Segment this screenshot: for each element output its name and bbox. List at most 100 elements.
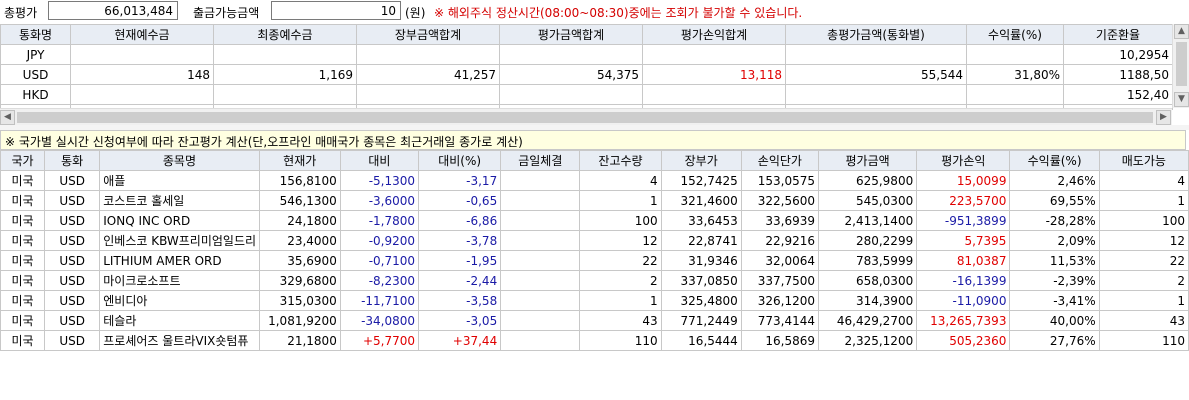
holding-cell-sellable: 22 <box>1098 250 1189 271</box>
holdings-col-header[interactable]: 잔고수량 <box>579 150 662 171</box>
holding-cell-ret: -28,28% <box>1009 210 1100 231</box>
holdings-col-header[interactable]: 평가손익 <box>916 150 1011 171</box>
currency-cell-currency: JPY <box>0 44 71 65</box>
holdings-col-header[interactable]: 수익률(%) <box>1009 150 1100 171</box>
holdings-col-header[interactable]: 매도가능 <box>1098 150 1189 171</box>
holding-cell-eval-amt: 314,3900 <box>817 290 918 311</box>
currency-row[interactable]: HKD 152,40 <box>0 84 1173 105</box>
scroll-down-icon[interactable]: ▼ <box>1174 92 1189 107</box>
currency-col-header[interactable]: 최종예수금 <box>213 24 357 45</box>
holding-cell-eval-amt: 625,9800 <box>817 170 918 191</box>
currency-cell-return <box>966 84 1064 105</box>
currency-cell-cur-deposit <box>70 84 214 105</box>
holding-cell-change: -0,9200 <box>339 230 420 251</box>
currency-cell-pl-total: 13,118 <box>642 64 786 85</box>
holding-cell-change: -5,1300 <box>339 170 420 191</box>
holding-row[interactable]: 미국 USD IONQ INC ORD 24,1800 -1,7800 -6,86 100 3… <box>0 210 1189 231</box>
holding-cell-sellable: 43 <box>1098 310 1189 331</box>
holding-row[interactable]: 미국 USD 코스트코 홀세일 546,1300 -3,6000 -0,65 1 321,46… <box>0 190 1189 211</box>
holding-cell-change: -0,7100 <box>339 250 420 271</box>
currency-col-header[interactable]: 통화명 <box>0 24 71 45</box>
holdings-col-header[interactable]: 대비(%) <box>418 150 502 171</box>
holding-cell-book-price: 337,0850 <box>660 270 742 291</box>
holding-cell-eval-pl: -16,1399 <box>916 270 1011 291</box>
holding-cell-name: 테슬라 <box>99 310 260 331</box>
currency-cell-pl-total <box>642 44 786 65</box>
holding-cell-currency: USD <box>44 330 101 351</box>
holdings-col-header[interactable]: 대비 <box>339 150 420 171</box>
holding-cell-price: 329,6800 <box>258 270 341 291</box>
holding-cell-eval-amt: 280,2299 <box>817 230 918 251</box>
holding-cell-sellable: 100 <box>1098 210 1189 231</box>
currency-cell-return <box>966 44 1064 65</box>
currency-cell-eval-total <box>499 44 643 65</box>
holding-cell-change: -3,6000 <box>339 190 420 211</box>
holding-cell-price: 315,0300 <box>258 290 341 311</box>
holding-row[interactable]: 미국 USD 인베스코 KBW프리미엄일드리 23,4000 -0,9200 -3,78 1… <box>0 230 1189 251</box>
currency-row[interactable]: JPY 10,2954 <box>0 44 1173 65</box>
holding-cell-currency: USD <box>44 290 101 311</box>
holding-cell-ret: 27,76% <box>1009 330 1100 351</box>
scroll-thumb[interactable] <box>1176 42 1187 86</box>
holding-cell-today-exec <box>500 190 581 211</box>
holding-cell-name: 애플 <box>99 170 260 191</box>
holding-cell-change: -34,0800 <box>339 310 420 331</box>
holdings-col-header[interactable]: 종목명 <box>99 150 260 171</box>
holdings-col-header[interactable]: 손익단가 <box>740 150 819 171</box>
holding-cell-today-exec <box>500 230 581 251</box>
holding-cell-pl-unit: 337,7500 <box>740 270 819 291</box>
holdings-col-header[interactable]: 통화 <box>44 150 101 171</box>
currency-col-header[interactable]: 현재예수금 <box>70 24 214 45</box>
holding-cell-pl-unit: 16,5869 <box>740 330 819 351</box>
holding-cell-eval-pl: -951,3899 <box>916 210 1011 231</box>
scroll-left-icon[interactable]: ◀ <box>0 110 15 125</box>
holding-row[interactable]: 미국 USD 엔비디아 315,0300 -11,7100 -3,58 1 325,4800 3… <box>0 290 1189 311</box>
holding-cell-qty: 43 <box>579 310 662 331</box>
withdraw-label: 출금가능금액 <box>193 6 260 20</box>
scroll-thumb[interactable] <box>17 112 1153 123</box>
currency-cell-rate: 10,2954 <box>1063 44 1173 65</box>
currency-cell-total-eval <box>785 44 967 65</box>
holding-cell-change-pct: -3,78 <box>418 230 502 251</box>
scroll-right-icon[interactable]: ▶ <box>1156 110 1171 125</box>
holding-cell-change: -11,7100 <box>339 290 420 311</box>
currency-cell-book-total <box>356 84 500 105</box>
holding-cell-qty: 110 <box>579 330 662 351</box>
holding-row[interactable]: 미국 USD 마이크로소프트 329,6800 -8,2300 -2,44 2 337,085… <box>0 270 1189 291</box>
holdings-col-header[interactable]: 현재가 <box>258 150 341 171</box>
holding-cell-qty: 22 <box>579 250 662 271</box>
currency-col-header[interactable]: 장부금액합계 <box>356 24 500 45</box>
currency-col-header[interactable]: 총평가금액(통화별) <box>785 24 967 45</box>
holding-cell-price: 156,8100 <box>258 170 341 191</box>
holdings-col-header[interactable]: 평가금액 <box>817 150 918 171</box>
total-eval-field[interactable]: 66,013,484 <box>48 1 178 20</box>
holding-cell-pl-unit: 22,9216 <box>740 230 819 251</box>
currency-cell-book-total <box>356 44 500 65</box>
holding-row[interactable]: 미국 USD 애플 156,8100 -5,1300 -3,17 4 152,7425 153,… <box>0 170 1189 191</box>
currency-row[interactable]: USD 148 1,169 41,257 54,375 13,118 55,544 31,80… <box>0 64 1173 85</box>
holding-cell-ret: 2,46% <box>1009 170 1100 191</box>
withdraw-field[interactable]: 10 <box>271 1 401 20</box>
holdings-col-header[interactable]: 금일체결 <box>500 150 581 171</box>
holdings-col-header[interactable]: 장부가 <box>660 150 742 171</box>
currency-cell-currency: HKD <box>0 84 71 105</box>
holding-cell-book-price: 325,4800 <box>660 290 742 311</box>
holding-cell-change-pct: -1,95 <box>418 250 502 271</box>
currency-col-header[interactable]: 평가손익합계 <box>642 24 786 45</box>
holding-cell-book-price: 31,9346 <box>660 250 742 271</box>
holding-cell-eval-pl: 15,0099 <box>916 170 1011 191</box>
holding-row[interactable]: 미국 USD 프로셰어즈 울트라VIX숏텀퓨 21,1800 +5,7700 +37,44… <box>0 330 1189 351</box>
holdings-col-header[interactable]: 국가 <box>0 150 46 171</box>
holding-cell-eval-pl: 5,7395 <box>916 230 1011 251</box>
currency-cell-book-total: 41,257 <box>356 64 500 85</box>
currency-horizontal-scrollbar[interactable]: ◀ ▶ <box>0 108 1172 126</box>
holding-row[interactable]: 미국 USD LITHIUM AMER ORD 35,6900 -0,7100 -1,95… <box>0 250 1189 271</box>
currency-vertical-scrollbar[interactable]: ▲ ▼ <box>1172 24 1189 108</box>
currency-col-header[interactable]: 수익률(%) <box>966 24 1064 45</box>
holding-row[interactable]: 미국 USD 테슬라 1,081,9200 -34,0800 -3,05 43 771,244… <box>0 310 1189 331</box>
currency-col-header[interactable]: 기준환율 <box>1063 24 1173 45</box>
holding-cell-country: 미국 <box>0 170 46 191</box>
holding-cell-today-exec <box>500 330 581 351</box>
scroll-up-icon[interactable]: ▲ <box>1174 24 1189 39</box>
currency-col-header[interactable]: 평가금액합계 <box>499 24 643 45</box>
